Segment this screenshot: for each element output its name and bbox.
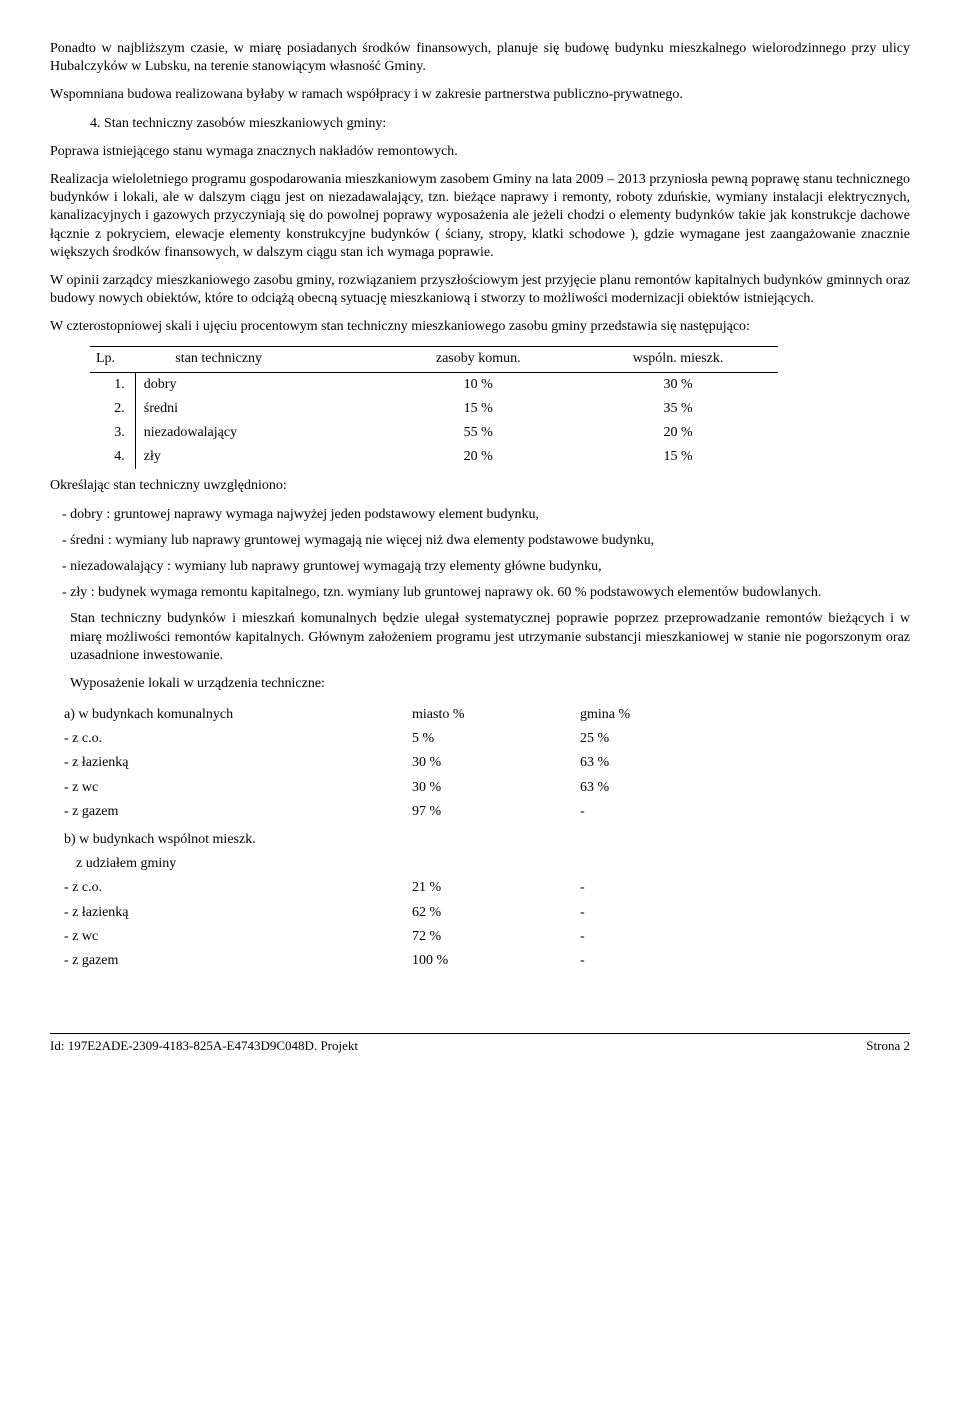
equip-row: - z gazem 97 % - <box>60 800 724 824</box>
equip-col-miasto: miasto % <box>408 703 576 727</box>
table-row: 4. zły 20 % 15 % <box>90 445 778 469</box>
equip-row: - z gazem 100 % - <box>60 949 724 973</box>
table-header-state: stan techniczny <box>135 347 378 372</box>
definition-item: - zły : budynek wymaga remontu kapitalne… <box>62 584 910 602</box>
definition-item: - niezadowalający : wymiany lub naprawy … <box>62 558 910 576</box>
table-header-wspoln: wspóln. mieszk. <box>578 347 778 372</box>
table-row: 1. dobry 10 % 30 % <box>90 372 778 397</box>
footer-document-id: Id: 197E2ADE-2309-4183-825A-E4743D9C048D… <box>50 1038 358 1055</box>
equip-col-gmina: gmina % <box>576 703 724 727</box>
equip-row: - z łazienką 62 % - <box>60 901 724 925</box>
equip-a-heading: a) w budynkach komunalnych <box>60 703 408 727</box>
page-footer: Id: 197E2ADE-2309-4183-825A-E4743D9C048D… <box>50 1033 910 1055</box>
paragraph: W czterostopniowej skali i ujęciu procen… <box>50 318 910 336</box>
definition-item: - dobry : gruntowej naprawy wymaga najwy… <box>62 506 910 524</box>
equip-row: - z łazienką 30 % 63 % <box>60 751 724 775</box>
equip-row: - z c.o. 5 % 25 % <box>60 727 724 751</box>
equip-row: - z c.o. 21 % - <box>60 876 724 900</box>
equip-b-subheading: z udziałem gminy <box>60 852 724 876</box>
definition-item: - średni : wymiany lub naprawy gruntowej… <box>62 532 910 550</box>
paragraph: W opinii zarządcy mieszkaniowego zasobu … <box>50 272 910 308</box>
table-header-zasoby: zasoby komun. <box>378 347 578 372</box>
equip-row: - z wc 30 % 63 % <box>60 776 724 800</box>
equipment-table-a: a) w budynkach komunalnych miasto % gmin… <box>60 703 724 824</box>
condition-table: Lp. stan techniczny zasoby komun. wspóln… <box>90 346 778 469</box>
paragraph: Wyposażenie lokali w urządzenia technicz… <box>50 675 910 693</box>
equip-b-heading: b) w budynkach wspólnot mieszk. <box>60 828 724 852</box>
footer-page-number: Strona 2 <box>866 1038 910 1055</box>
paragraph: Określając stan techniczny uwzględniono: <box>50 477 910 495</box>
table-row: 3. niezadowalający 55 % 20 % <box>90 421 778 445</box>
heading-section-4: 4. Stan techniczny zasobów mieszkaniowyc… <box>50 115 910 133</box>
table-header-lp: Lp. <box>90 347 135 372</box>
table-row: 2. średni 15 % 35 % <box>90 397 778 421</box>
paragraph: Realizacja wieloletniego programu gospod… <box>50 171 910 262</box>
equip-row: - z wc 72 % - <box>60 925 724 949</box>
paragraph: Ponadto w najbliższym czasie, w miarę po… <box>50 40 910 76</box>
equipment-table-b: b) w budynkach wspólnot mieszk. z udział… <box>60 828 724 973</box>
paragraph: Stan techniczny budynków i mieszkań komu… <box>50 610 910 665</box>
paragraph: Wspomniana budowa realizowana byłaby w r… <box>50 86 910 104</box>
paragraph: Poprawa istniejącego stanu wymaga znaczn… <box>50 143 910 161</box>
